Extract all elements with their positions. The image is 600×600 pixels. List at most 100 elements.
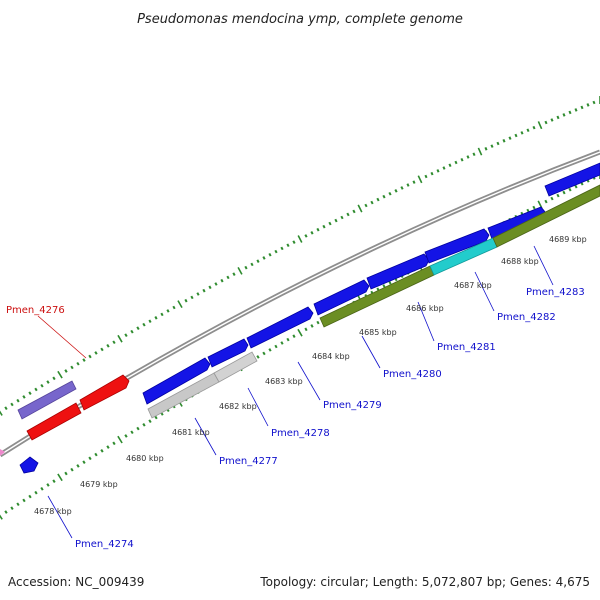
- gene-label[interactable]: Pmen_4280: [383, 369, 442, 380]
- scale-tick-minor: [286, 243, 290, 248]
- scale-tick-minor: [412, 180, 416, 184]
- scale-tick-minor: [424, 174, 428, 179]
- gene-label[interactable]: Pmen_4278: [271, 428, 330, 439]
- scale-tick-minor: [148, 419, 152, 424]
- scale-tick-minor: [16, 398, 20, 403]
- scale-tick-major: [177, 300, 183, 308]
- scale-tick-minor: [562, 190, 566, 195]
- gene-label[interactable]: Pmen_4279: [323, 400, 382, 411]
- scale-tick-minor: [112, 340, 116, 345]
- scale-tick-minor: [136, 426, 140, 431]
- scale-tick-minor: [568, 187, 572, 192]
- scale-tick-minor: [568, 110, 572, 115]
- scale-tick-minor: [544, 120, 548, 125]
- scale-tick-minor: [274, 249, 278, 254]
- scale-tick-major: [57, 370, 63, 379]
- reverse-strand-genes: [0, 184, 600, 474]
- scale-tick-minor: [52, 376, 56, 381]
- scale-tick-minor: [10, 402, 14, 407]
- scale-tick-minor: [556, 193, 560, 198]
- scale-tick-minor: [106, 445, 110, 449]
- gene-label[interactable]: Pmen_4283: [526, 287, 585, 298]
- scale-tick-minor: [316, 320, 320, 325]
- kbp-label: 4687 kbp: [454, 281, 492, 290]
- scale-tick-major: [297, 235, 303, 243]
- gene-arrow-pmen-4276[interactable]: [79, 374, 130, 411]
- gene-arrow-red-reverse[interactable]: [26, 402, 82, 441]
- kbp-label: 4679 kbp: [80, 480, 118, 489]
- scale-tick-minor: [532, 205, 536, 210]
- scale-tick-minor: [388, 280, 392, 285]
- gene-arrow-blue-5[interactable]: [366, 253, 430, 290]
- scale-tick-minor: [376, 197, 380, 202]
- gene-label[interactable]: Pmen_4281: [437, 342, 496, 353]
- gene-arrow-pmen-4274[interactable]: [19, 456, 39, 474]
- scale-tick-major: [117, 334, 123, 343]
- gene-arrow-blue-2[interactable]: [207, 338, 249, 368]
- scale-tick-minor: [160, 312, 164, 317]
- scale-tick-minor: [334, 218, 338, 223]
- scale-tick-minor: [280, 246, 284, 251]
- kbp-label: 4689 kbp: [549, 235, 587, 244]
- scale-tick-minor: [226, 275, 230, 280]
- scale-tick-minor: [202, 288, 206, 293]
- scale-tick-minor: [70, 467, 74, 472]
- scale-tick-major: [237, 267, 243, 275]
- scale-tick-minor: [304, 327, 308, 332]
- scale-tick-minor: [460, 157, 464, 162]
- scale-tick-minor: [310, 324, 314, 328]
- gene-arrow-purple[interactable]: [17, 380, 77, 420]
- scale-tick-minor: [346, 212, 350, 217]
- gene-label[interactable]: Pmen_4276: [6, 305, 65, 316]
- gene-arrow-blue-3[interactable]: [246, 306, 314, 349]
- scale-tick-minor: [304, 234, 308, 238]
- gene-arrow-pink[interactable]: [0, 449, 5, 456]
- scale-tick-minor: [22, 498, 26, 503]
- scale-tick-minor: [184, 298, 188, 303]
- scale-tick-minor: [196, 292, 200, 296]
- scale-tick-minor: [28, 391, 32, 395]
- scale-tick-minor: [34, 490, 38, 495]
- scale-tick-major: [0, 514, 3, 520]
- scale-tick-minor: [130, 430, 134, 435]
- accession-text: Accession: NC_009439: [8, 575, 144, 589]
- gene-arrow-blue-1[interactable]: [142, 357, 211, 405]
- kbp-label: 4678 kbp: [34, 507, 72, 516]
- scale-tick-minor: [88, 456, 92, 461]
- scale-tick-minor: [550, 196, 554, 201]
- gene-label[interactable]: Pmen_4277: [219, 456, 278, 467]
- scale-tick-minor: [274, 344, 278, 349]
- gene-label[interactable]: Pmen_4282: [497, 312, 556, 323]
- scale-tick-minor: [232, 272, 236, 276]
- scale-tick-minor: [550, 118, 554, 122]
- scale-tick-major: [417, 175, 423, 184]
- kbp-label: 4682 kbp: [219, 402, 257, 411]
- scale-tick-minor: [256, 259, 260, 263]
- scale-tick-major: [0, 410, 3, 416]
- scale-tick-minor: [100, 347, 104, 352]
- scale-tick-minor: [292, 334, 296, 338]
- gene-arrow-blue-4[interactable]: [313, 279, 370, 316]
- scale-tick-minor: [76, 464, 80, 468]
- scale-tick-minor: [394, 189, 398, 193]
- scale-tick-minor: [316, 227, 320, 232]
- scale-tick-minor: [172, 305, 176, 310]
- gene-arrow-blue-8[interactable]: [544, 162, 600, 197]
- gene-arrow-blue-6[interactable]: [424, 228, 490, 264]
- kbp-label: 4688 kbp: [501, 257, 539, 266]
- scale-tick-minor: [22, 395, 26, 399]
- scale-tick-minor: [136, 326, 140, 331]
- scale-tick-minor: [154, 415, 158, 420]
- scale-tick-major: [117, 435, 123, 444]
- scale-tick-minor: [370, 200, 374, 205]
- scale-tick-minor: [268, 252, 272, 257]
- scale-tick-minor: [268, 348, 272, 352]
- gene-block-gray-2[interactable]: [213, 351, 258, 383]
- scale-tick-major: [297, 328, 303, 337]
- gene-block-olive-2[interactable]: [492, 184, 600, 248]
- gene-label[interactable]: Pmen_4274: [75, 539, 134, 550]
- scale-tick-minor: [400, 186, 404, 190]
- scale-tick-minor: [514, 133, 518, 138]
- scale-tick-minor: [154, 316, 158, 320]
